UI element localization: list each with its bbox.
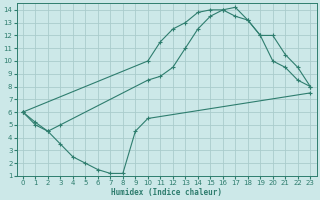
X-axis label: Humidex (Indice chaleur): Humidex (Indice chaleur) <box>111 188 222 197</box>
